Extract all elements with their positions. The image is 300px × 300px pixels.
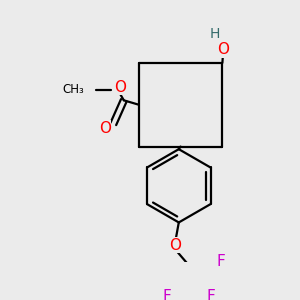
Text: O: O	[99, 121, 111, 136]
Text: F: F	[162, 289, 171, 300]
Text: CH₃: CH₃	[62, 83, 84, 96]
Text: F: F	[216, 254, 225, 269]
Text: O: O	[114, 80, 126, 95]
Text: O: O	[217, 42, 229, 57]
Text: H: H	[209, 27, 220, 41]
Text: O: O	[169, 238, 181, 253]
Text: F: F	[207, 289, 215, 300]
